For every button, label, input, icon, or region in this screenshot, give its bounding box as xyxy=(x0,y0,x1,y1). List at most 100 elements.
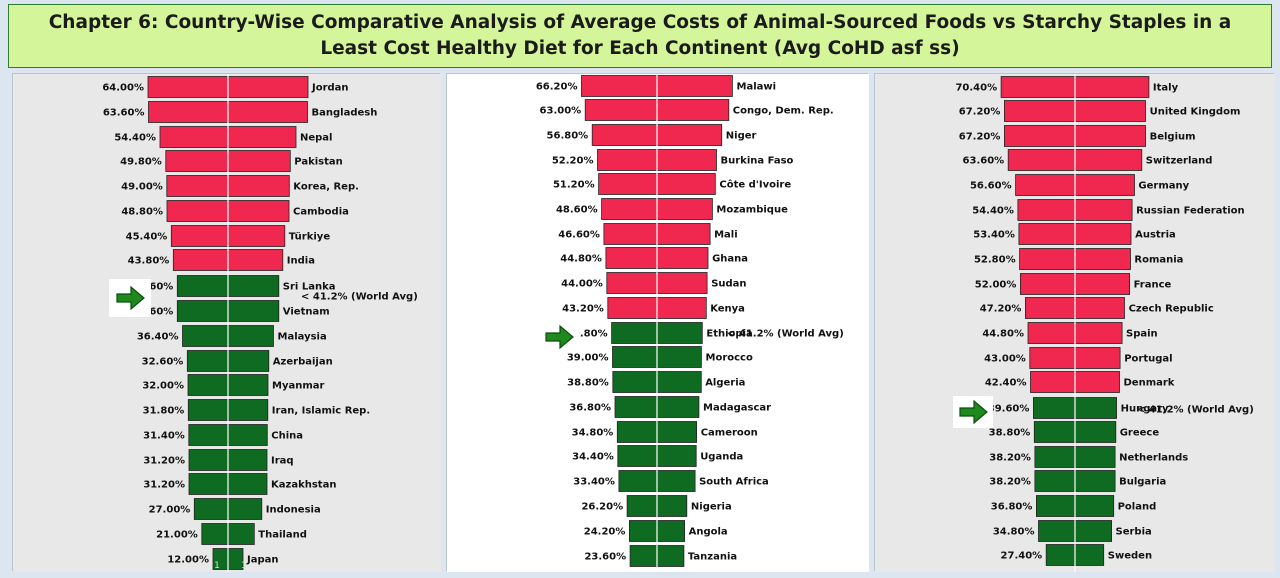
value-label-bangladesh: 63.60% xyxy=(103,108,145,119)
category-label-indonesia: Indonesia xyxy=(266,505,321,516)
category-label-t-rkiye: Türkiye xyxy=(289,232,331,243)
value-label-cameroon: 34.80% xyxy=(572,428,614,439)
value-label-tanzania: 23.60% xyxy=(584,552,626,563)
value-label-portugal: 43.00% xyxy=(984,354,1026,365)
value-label-nepal: 54.40% xyxy=(114,133,156,144)
category-label-switzerland: Switzerland xyxy=(1146,156,1213,167)
world-avg-arrow-icon xyxy=(959,399,988,425)
value-label-netherlands: 38.20% xyxy=(989,453,1031,464)
category-label-morocco: Morocco xyxy=(706,353,753,364)
category-label-burkina-faso: Burkina Faso xyxy=(721,156,794,167)
category-label-madagascar: Madagascar xyxy=(703,403,771,414)
category-label-japan: Japan xyxy=(246,555,279,566)
category-label-belgium: Belgium xyxy=(1150,132,1196,143)
value-label-mozambique: 48.60% xyxy=(556,205,598,216)
category-label-united-kingdom: United Kingdom xyxy=(1150,107,1241,118)
value-label-vietnam: 40.60% xyxy=(132,307,174,318)
category-label-russian-federation: Russian Federation xyxy=(1136,206,1245,217)
category-label-denmark: Denmark xyxy=(1124,378,1175,389)
value-label-united-kingdom: 67.20% xyxy=(959,107,1001,118)
value-label-thailand: 21.00% xyxy=(156,530,198,541)
category-label-sri-lanka: Sri Lanka xyxy=(283,282,336,293)
category-label-iraq: Iraq xyxy=(271,456,294,467)
asia-chart: 64.00% Jordan 63.60% Bangladesh 54.40% Nepal 4… xyxy=(13,74,441,572)
value-label-russian-federation: 54.40% xyxy=(972,206,1014,217)
value-label-sudan: 44.00% xyxy=(561,279,603,290)
axis-footer-label: 1 xyxy=(241,561,247,571)
value-label-sweden: 27.40% xyxy=(1001,551,1043,562)
value-label-iran-islamic-rep: 31.80% xyxy=(143,406,185,417)
category-label-south-africa: South Africa xyxy=(699,477,769,488)
value-label-indonesia: 27.00% xyxy=(149,505,191,516)
category-label-angola: Angola xyxy=(689,527,728,538)
category-label-bulgaria: Bulgaria xyxy=(1119,477,1166,488)
category-label-congo-dem-rep: Congo, Dem. Rep. xyxy=(733,106,834,117)
value-label-t-rkiye: 45.40% xyxy=(126,232,168,243)
value-label-belgium: 67.20% xyxy=(959,132,1001,143)
category-label-bangladesh: Bangladesh xyxy=(312,108,378,119)
value-label-ghana: 44.80% xyxy=(560,254,602,265)
value-label-nigeria: 26.20% xyxy=(581,502,623,513)
value-label-sri-lanka: 40.60% xyxy=(132,282,174,293)
value-label-hungary: 39.60% xyxy=(988,404,1030,415)
value-label-morocco: 39.00% xyxy=(567,353,609,364)
world-avg-label: < 41.2% (World Avg) xyxy=(727,329,844,340)
category-label-ethiopia: Ethiopia xyxy=(706,329,752,340)
category-label-greece: Greece xyxy=(1120,428,1160,439)
category-label-nepal: Nepal xyxy=(300,133,333,144)
category-label-czech-republic: Czech Republic xyxy=(1129,304,1214,315)
category-label-china: China xyxy=(271,431,303,442)
value-label-malawi: 66.20% xyxy=(536,82,578,93)
category-label-tanzania: Tanzania xyxy=(688,552,737,563)
category-label-cameroon: Cameroon xyxy=(701,428,758,439)
category-label-mali: Mali xyxy=(714,230,738,241)
category-label-iran-islamic-rep: Iran, Islamic Rep. xyxy=(272,406,370,417)
value-label-niger: 56.80% xyxy=(547,131,589,142)
category-label-sweden: Sweden xyxy=(1108,551,1152,562)
category-label-vietnam: Vietnam xyxy=(283,307,330,318)
category-label-austria: Austria xyxy=(1135,230,1176,241)
category-label-kenya: Kenya xyxy=(710,304,745,315)
value-label-greece: 38.80% xyxy=(989,428,1031,439)
category-label-korea-rep: Korea, Rep. xyxy=(293,182,359,193)
value-label-south-africa: 33.40% xyxy=(573,477,615,488)
category-label-mozambique: Mozambique xyxy=(716,205,788,216)
value-label-germany: 56.60% xyxy=(970,181,1012,192)
value-label-kenya: 43.20% xyxy=(562,304,604,315)
chart-title-box: Chapter 6: Country-Wise Comparative Anal… xyxy=(8,4,1272,68)
world-avg-arrow-icon xyxy=(116,285,145,311)
value-label-france: 52.00% xyxy=(975,280,1017,291)
value-label-austria: 53.40% xyxy=(973,230,1015,241)
value-label-uganda: 34.40% xyxy=(572,452,614,463)
value-label-bulgaria: 38.20% xyxy=(989,477,1031,488)
europe-chart: 70.40% Italy 67.20% United Kingdom 67.20% Bel… xyxy=(875,74,1275,572)
value-label-korea-rep: 49.00% xyxy=(121,182,163,193)
category-label-france: France xyxy=(1134,280,1172,291)
chart-title: Chapter 6: Country-Wise Comparative Anal… xyxy=(48,12,1232,59)
category-label-india: India xyxy=(287,256,315,267)
category-label-sudan: Sudan xyxy=(711,279,746,290)
category-label-jordan: Jordan xyxy=(311,83,349,94)
world-avg-label: < 41.2% (World Avg) xyxy=(301,292,418,303)
plot-background xyxy=(13,74,441,572)
category-label-thailand: Thailand xyxy=(258,530,307,541)
category-label-spain: Spain xyxy=(1126,329,1158,340)
category-label-azerbaijan: Azerbaijan xyxy=(273,357,333,368)
value-label-cambodia: 48.80% xyxy=(121,207,163,218)
category-label-algeria: Algeria xyxy=(705,378,745,389)
value-label-malaysia: 36.40% xyxy=(137,332,179,343)
axis-footer-label: 1 xyxy=(214,561,220,571)
category-label-pakistan: Pakistan xyxy=(294,157,343,168)
value-label-c-te-d-ivoire: 51.20% xyxy=(553,180,595,191)
value-label-spain: 44.80% xyxy=(982,329,1024,340)
value-label-italy: 70.40% xyxy=(955,83,997,94)
value-label-pakistan: 49.80% xyxy=(120,157,162,168)
value-label-india: 43.80% xyxy=(128,256,170,267)
value-label-myanmar: 32.00% xyxy=(142,381,184,392)
category-label-netherlands: Netherlands xyxy=(1119,453,1188,464)
value-label-poland: 36.80% xyxy=(991,502,1033,513)
category-label-kazakhstan: Kazakhstan xyxy=(271,480,336,491)
value-label-kazakhstan: 31.20% xyxy=(143,480,185,491)
category-label-c-te-d-ivoire: Côte d'Ivoire xyxy=(719,179,791,191)
value-label-ethiopia: 39.80% xyxy=(566,329,608,340)
